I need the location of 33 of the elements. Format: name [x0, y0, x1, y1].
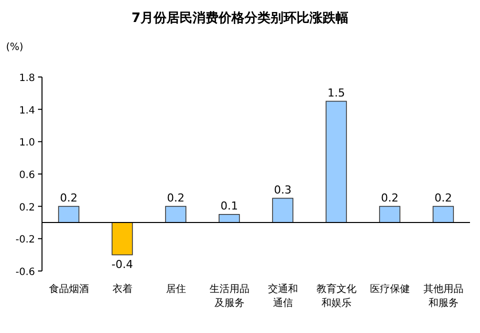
data-label: 0.2	[381, 191, 398, 204]
bar	[272, 198, 294, 223]
bar	[326, 100, 347, 223]
bar	[112, 222, 133, 256]
x-tick-label: 生活用品及服务	[209, 283, 250, 309]
x-tick-label: 食品烟酒	[48, 283, 89, 295]
y-tick-label: 0.6	[19, 170, 35, 181]
data-label: 1.5	[328, 86, 345, 100]
y-tick-label: 1.8	[19, 73, 35, 84]
y-tick-label: 0.2	[19, 202, 35, 214]
bar	[432, 206, 454, 223]
x-tick-label: 居住	[166, 284, 186, 295]
bar	[165, 206, 186, 223]
x-tick-label: 医疗保健	[370, 283, 410, 295]
data-label: -0.4	[112, 258, 133, 271]
y-tick-label: -0.2	[15, 234, 35, 246]
bar	[218, 214, 240, 223]
bar	[58, 206, 80, 223]
y-tick-label: -0.6	[15, 267, 35, 278]
y-tick-label: 1.0	[19, 138, 35, 149]
x-tick-label: 交通和通信	[268, 283, 298, 309]
y-tick-label: 1.4	[19, 105, 35, 116]
chart-title: 7月份居民消费价格分类别环比涨跌幅	[131, 11, 349, 26]
x-tick-label: 教育文化和娱乐	[316, 283, 356, 309]
data-label: 0.1	[220, 199, 238, 212]
bar	[379, 206, 400, 223]
x-tick-label: 其他用品和服务	[423, 283, 464, 309]
data-label: 0.2	[434, 191, 452, 204]
data-label: 0.2	[60, 191, 78, 204]
data-label: 0.2	[167, 191, 184, 204]
x-tick-label: 衣着	[112, 283, 132, 295]
y-axis-title: (%)	[6, 42, 24, 53]
data-label: 0.3	[274, 183, 292, 196]
